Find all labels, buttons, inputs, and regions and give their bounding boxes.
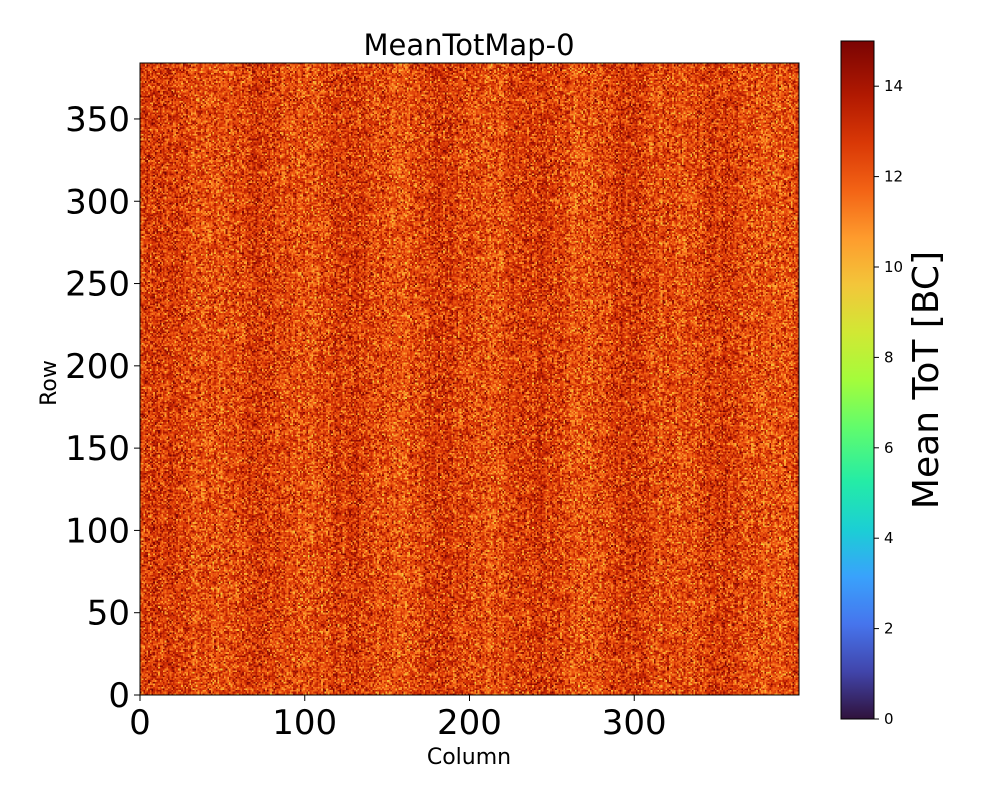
heatmap-image <box>140 63 799 695</box>
chart-title: MeanTotMap-0 <box>363 28 574 62</box>
y-axis-label: Row <box>37 360 62 406</box>
colorbar-tick-label: 8 <box>884 348 894 366</box>
y-tick-label: 300 <box>65 182 130 222</box>
x-tick-label: 100 <box>272 703 337 743</box>
colorbar-label: Mean ToT [BC] <box>906 251 947 509</box>
colorbar-tick-label: 14 <box>884 77 903 95</box>
x-tick-label: 0 <box>129 703 151 743</box>
y-tick-label: 50 <box>87 594 130 634</box>
y-axis-ticks: 0 50 100 150 200 250 300 350 <box>65 100 140 716</box>
colorbar-tick-label: 4 <box>884 529 894 547</box>
x-axis-label: Column <box>427 745 511 770</box>
y-tick-label: 200 <box>65 347 130 387</box>
colorbar: 0 2 4 6 8 10 12 14 Mean ToT [BC] <box>840 40 947 728</box>
colorbar-tick-label: 10 <box>884 258 903 276</box>
colorbar-tick-label: 0 <box>884 710 894 728</box>
colorbar-frame <box>840 40 875 720</box>
plot-area <box>139 62 800 696</box>
colorbar-tick-label: 12 <box>884 168 903 186</box>
colorbar-tick-label: 6 <box>884 439 894 457</box>
colorbar-ticks: 0 2 4 6 8 10 12 14 <box>874 77 903 728</box>
y-tick-label: 150 <box>65 429 130 469</box>
y-tick-label: 250 <box>65 265 130 305</box>
x-axis-ticks: 0 100 200 300 <box>129 695 667 743</box>
y-tick-label: 100 <box>65 511 130 551</box>
y-tick-label: 0 <box>108 676 130 716</box>
x-tick-label: 200 <box>437 703 502 743</box>
colorbar-gradient <box>841 41 874 719</box>
x-tick-label: 300 <box>602 703 667 743</box>
colorbar-tick-label: 2 <box>884 620 894 638</box>
y-tick-label: 350 <box>65 100 130 140</box>
